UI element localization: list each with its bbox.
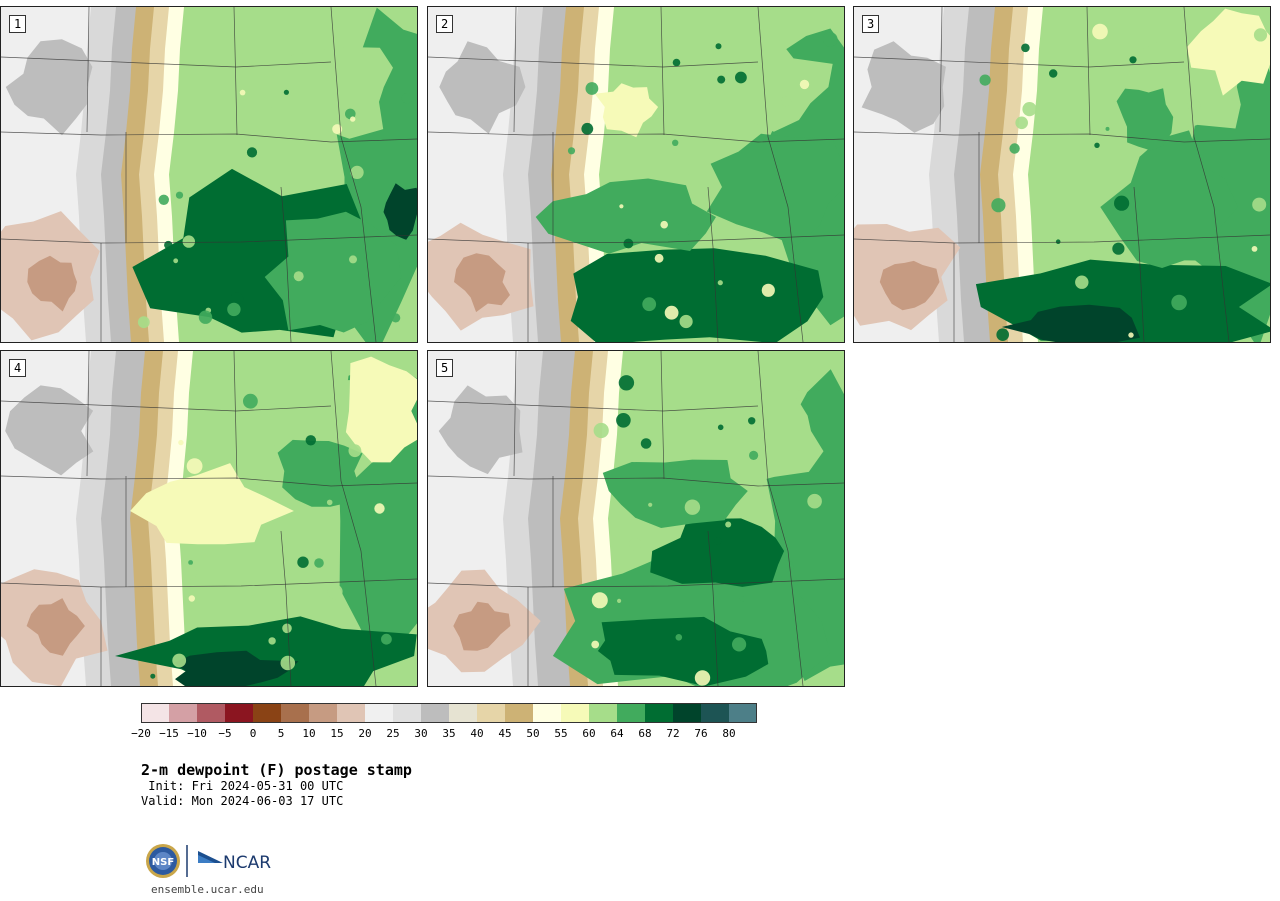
- colorbar-tick-label: 60: [582, 727, 596, 740]
- logo-right-text: NCAR: [223, 853, 271, 873]
- colorbar-tick-label: 20: [358, 727, 372, 740]
- dewpoint-map-3: [854, 7, 1270, 342]
- colorbar-swatch: [169, 703, 197, 723]
- dewpoint-map-1: [1, 7, 417, 342]
- colorbar-tick-label: 76: [694, 727, 708, 740]
- colorbar-swatch: [449, 703, 477, 723]
- colorbar-tick-label: 35: [442, 727, 456, 740]
- colorbar-swatch: [589, 703, 617, 723]
- colorbar-swatch: [421, 703, 449, 723]
- colorbar-swatch: [365, 703, 393, 723]
- panel-5: 5: [427, 350, 845, 687]
- nsf-ncar-logo: NSF NCAR: [145, 843, 275, 881]
- colorbar-tick-label: 72: [666, 727, 680, 740]
- colorbar-tick-label: 0: [249, 727, 257, 740]
- valid-time: Valid: Mon 2024-06-03 17 UTC: [141, 794, 344, 808]
- colorbar-swatch: [701, 703, 729, 723]
- colorbar-tick-label: 5: [277, 727, 285, 740]
- panel-number-4: 4: [9, 359, 27, 377]
- panel-number-3: 3: [862, 15, 880, 33]
- colorbar-tick-label: 10: [302, 727, 316, 740]
- colorbar-swatch: [309, 703, 337, 723]
- colorbar-tick-label: −10: [187, 727, 207, 740]
- colorbar-ticks: −20 −15 −10 −5 0 5 10 15 20 25 30 35 40 45 50 55 60 64 68 7…: [131, 727, 761, 743]
- colorbar-swatch: [393, 703, 421, 723]
- logo-left-text: NSF: [152, 857, 174, 868]
- colorbar-tick-label: 45: [498, 727, 512, 740]
- colorbar-swatch: [281, 703, 309, 723]
- colorbar-swatch: [225, 703, 253, 723]
- colorbar-swatch: [141, 703, 169, 723]
- colorbar-tick-label: 64: [610, 727, 624, 740]
- panel-2: 2: [427, 6, 845, 343]
- dewpoint-map-4: [1, 351, 417, 686]
- panel-4: 4: [0, 350, 418, 687]
- colorbar-swatch: [337, 703, 365, 723]
- colorbar-swatch: [617, 703, 645, 723]
- dewpoint-map-2: [428, 7, 844, 342]
- colorbar-tick-label: 15: [330, 727, 344, 740]
- dewpoint-map-5: [428, 351, 844, 686]
- nsf-seal-icon: [146, 844, 180, 878]
- colorbar-tick-label: 40: [470, 727, 484, 740]
- colorbar-tick-label: −20: [131, 727, 151, 740]
- panel-number-5: 5: [436, 359, 454, 377]
- colorbar-swatch: [729, 703, 757, 723]
- colorbar-tick-label: 25: [386, 727, 400, 740]
- colorbar-swatch: [533, 703, 561, 723]
- colorbar-tick-label: 50: [526, 727, 540, 740]
- colorbar: [141, 703, 757, 723]
- panel-number-1: 1: [9, 15, 27, 33]
- colorbar-swatch: [197, 703, 225, 723]
- panel-3: 3: [853, 6, 1271, 343]
- colorbar-tick-label: −15: [159, 727, 179, 740]
- colorbar-tick-label: 30: [414, 727, 428, 740]
- colorbar-swatch: [673, 703, 701, 723]
- colorbar-tick-label: 55: [554, 727, 568, 740]
- panel-1: 1: [0, 6, 418, 343]
- colorbar-tick-label: −5: [218, 727, 232, 740]
- colorbar-swatch: [253, 703, 281, 723]
- colorbar-swatch: [561, 703, 589, 723]
- plot-title: 2-m dewpoint (F) postage stamp: [141, 761, 412, 779]
- colorbar-tick-label: 68: [638, 727, 652, 740]
- site-url: ensemble.ucar.edu: [151, 883, 264, 896]
- colorbar-swatch: [645, 703, 673, 723]
- panel-number-2: 2: [436, 15, 454, 33]
- colorbar-swatch: [477, 703, 505, 723]
- ncar-mark-icon: [198, 851, 223, 863]
- init-time: Init: Fri 2024-05-31 00 UTC: [141, 779, 344, 793]
- colorbar-swatch: [505, 703, 533, 723]
- colorbar-tick-label: 80: [722, 727, 736, 740]
